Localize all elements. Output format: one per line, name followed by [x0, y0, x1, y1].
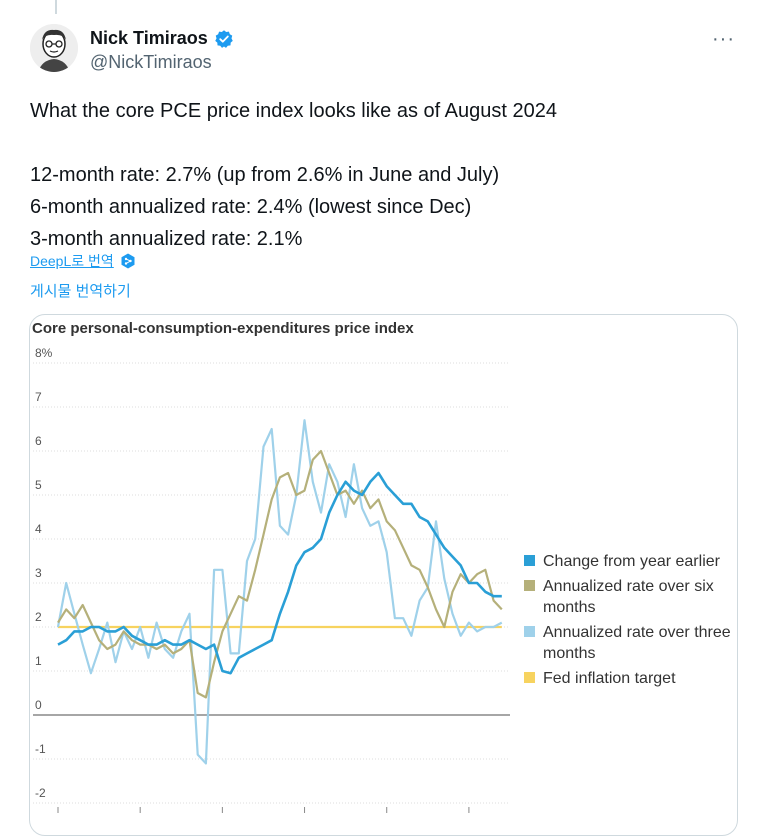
- avatar[interactable]: [30, 24, 78, 72]
- series-line-2: [57, 449, 503, 699]
- legend-item: Change from year earlier: [524, 551, 734, 572]
- chart-legend: Change from year earlier Annualized rate …: [524, 551, 734, 693]
- legend-label: Fed inflation target: [543, 670, 676, 687]
- legend-item: Annualized rate over three months: [524, 622, 734, 664]
- y-tick-label: 5: [35, 478, 42, 492]
- deepl-icon: [121, 253, 135, 269]
- y-tick-label: 6: [35, 434, 42, 448]
- y-tick-label: -1: [35, 742, 46, 756]
- legend-item: Fed inflation target: [524, 668, 734, 689]
- tweet-line-2: [30, 127, 730, 159]
- deepl-translate-label: DeepL로 번역: [30, 253, 114, 269]
- deepl-translate-link[interactable]: DeepL로 번역: [30, 251, 136, 271]
- legend-swatch: [524, 580, 535, 591]
- legend-item: Annualized rate over six months: [524, 576, 734, 618]
- y-tick-label: 2: [35, 610, 42, 624]
- y-tick-label: -2: [35, 786, 46, 800]
- series-line-3: [56, 419, 503, 765]
- author-handle[interactable]: @NickTimiraos: [90, 52, 212, 72]
- series-line-1: [57, 471, 502, 675]
- y-tick-label: 3: [35, 566, 42, 580]
- tweet-line-1: What the core PCE price index looks like…: [30, 100, 557, 122]
- more-options-icon[interactable]: ···: [712, 28, 735, 50]
- legend-swatch: [524, 672, 535, 683]
- chart-image[interactable]: Core personal-consumption-expenditures p…: [29, 314, 738, 836]
- legend-label: Annualized rate over six months: [543, 578, 714, 616]
- legend-label: Annualized rate over three months: [543, 624, 731, 662]
- thread-connector-line: [55, 0, 57, 14]
- chart-title: Core personal-consumption-expenditures p…: [32, 320, 414, 337]
- legend-swatch: [524, 626, 535, 637]
- legend-label: Change from year earlier: [543, 553, 720, 570]
- y-tick-label: 8%: [35, 346, 53, 360]
- legend-swatch: [524, 555, 535, 566]
- y-tick-label: 1: [35, 654, 42, 668]
- chart-plot: 8% 7 6 5 4 3 2 1 0 -1 -2: [33, 346, 510, 813]
- tweet-text: What the core PCE price index looks like…: [30, 95, 730, 255]
- tweet-line-4: 6-month annualized rate: 2.4% (lowest si…: [30, 196, 472, 218]
- y-tick-label: 4: [35, 522, 42, 536]
- tweet-line-5: 3-month annualized rate: 2.1%: [30, 228, 303, 250]
- author-name-row: Nick Timiraos: [90, 28, 234, 49]
- tweet-line-3: 12-month rate: 2.7% (up from 2.6% in Jun…: [30, 164, 500, 186]
- translate-post-link[interactable]: 게시물 번역하기: [30, 283, 131, 300]
- y-tick-label: 0: [35, 698, 42, 712]
- y-tick-label: 7: [35, 390, 42, 404]
- verified-badge-icon: [214, 29, 233, 48]
- author-display-name[interactable]: Nick Timiraos: [90, 28, 208, 48]
